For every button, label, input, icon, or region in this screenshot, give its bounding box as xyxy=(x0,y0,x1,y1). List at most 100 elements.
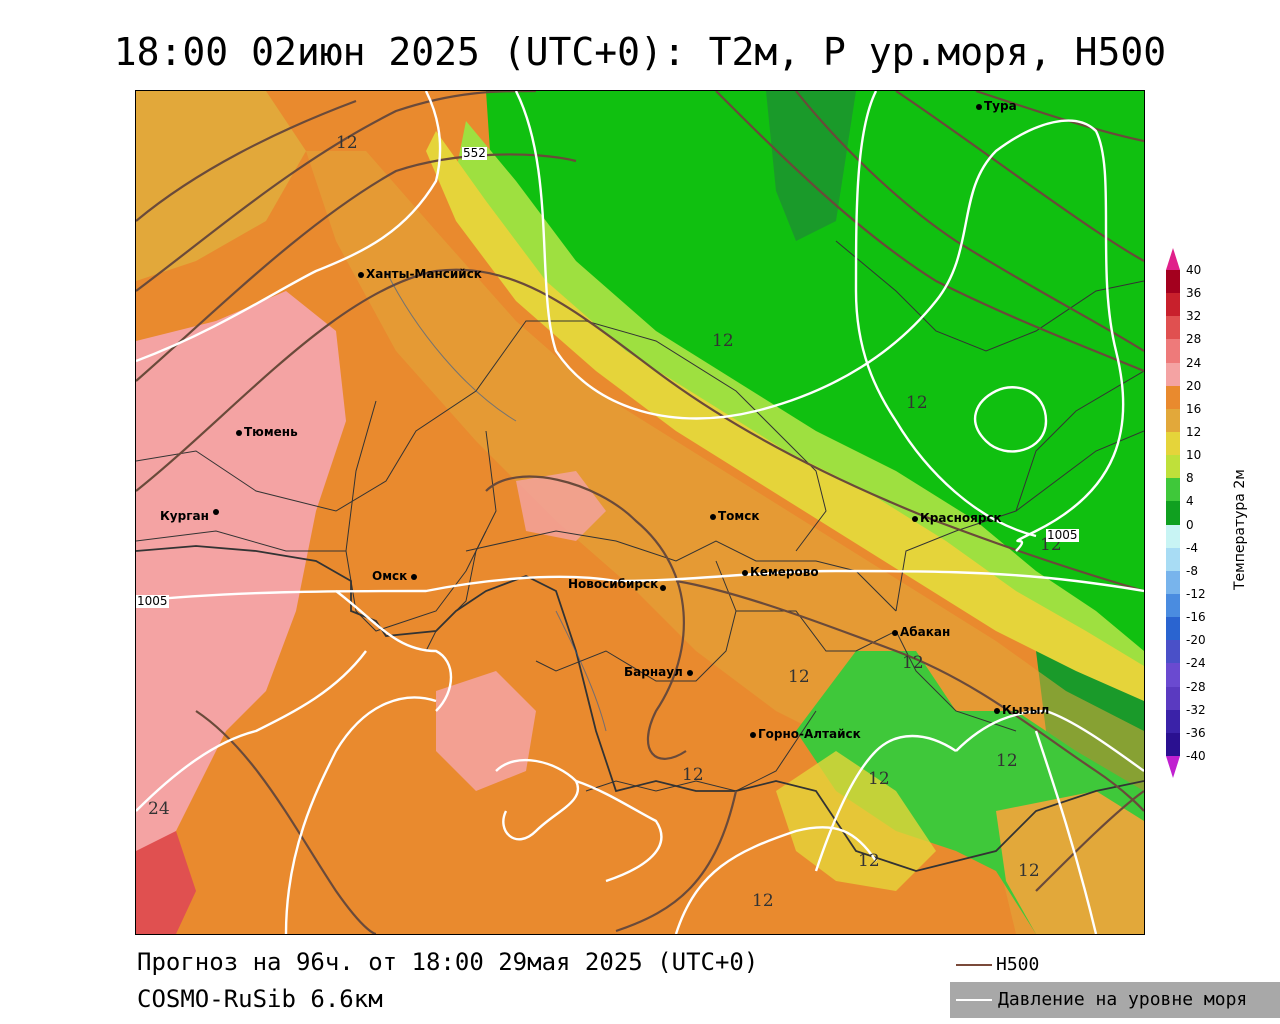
city-label: Тура xyxy=(984,99,1017,113)
isotherm-label: 12 xyxy=(868,769,890,789)
city-tyumen: Тюмень xyxy=(236,425,298,439)
temp-zone-lightgreen xyxy=(456,121,1144,691)
city-marker-icon xyxy=(686,669,693,676)
colorbar-tick-label: -40 xyxy=(1186,749,1206,763)
colorbar-tick-label: -32 xyxy=(1186,702,1206,717)
colorbar-tick-label: 20 xyxy=(1186,378,1202,393)
city-label: Кызыл xyxy=(1002,703,1050,717)
colorbar-segment xyxy=(1166,663,1180,688)
colorbar-segment xyxy=(1166,316,1180,340)
colorbar-segment xyxy=(1166,270,1180,294)
colorbar-segment xyxy=(1166,570,1180,595)
colorbar-segment xyxy=(1166,455,1180,479)
isotherm-label: 12 xyxy=(996,751,1018,771)
city-marker-icon xyxy=(750,731,756,738)
pressure-isobars xyxy=(136,91,1144,934)
colorbar-segment xyxy=(1166,617,1180,641)
colorbar-tick-label: 36 xyxy=(1186,286,1202,301)
temp-zone-red-sw xyxy=(136,831,196,934)
city-marker-icon xyxy=(710,513,716,520)
legend-h500-label: H500 xyxy=(996,954,1040,975)
city-label: Ханты-Мансийск xyxy=(366,267,482,281)
isotherm-label: 12 xyxy=(752,891,774,911)
rivers xyxy=(385,270,607,732)
h500-contour-label: 552 xyxy=(462,146,487,160)
city-label: Кемерово xyxy=(750,565,819,579)
city-novosibirsk: Новосибирск xyxy=(568,577,668,591)
city-marker-icon xyxy=(236,429,242,436)
city-kurgan: Курган xyxy=(160,509,221,523)
colorbar-tick-label: 8 xyxy=(1186,471,1194,486)
city-tomsk: Томск xyxy=(710,509,760,523)
temperature-colorbar: 40 36 32 28 24 20 16 12 10 8 4 0 -4 -8 -12 -16 -20 -24 -28… xyxy=(1166,248,1206,778)
colorbar-tick-label: 24 xyxy=(1186,355,1202,370)
temp-zone-yellow xyxy=(426,131,1144,701)
colorbar-tick-label: 40 xyxy=(1186,263,1202,277)
city-label: Томск xyxy=(718,509,760,523)
colorbar-segment xyxy=(1166,478,1180,502)
colorbar-tick-label: 28 xyxy=(1186,332,1202,347)
weather-map[interactable]: Тура Ханты-Мансийск Тюмень Курган Омск Т… xyxy=(135,90,1145,935)
forecast-info: Прогноз на 96ч. от 18:00 29мая 2025 (UTC… xyxy=(137,948,759,976)
isotherm-label: 12 xyxy=(906,393,928,413)
pressure-contour-label: 1005 xyxy=(1046,528,1079,542)
legend-h500: H500 xyxy=(956,954,1039,975)
city-marker-icon xyxy=(358,271,364,278)
city-khanty-mansiysk: Ханты-Мансийск xyxy=(358,267,482,281)
colorbar-tick-label: 32 xyxy=(1186,309,1202,324)
isotherm-label: 12 xyxy=(336,133,358,153)
legend-pressure: Давление на уровне моря xyxy=(950,982,1280,1018)
city-marker-icon xyxy=(742,569,748,576)
colorbar-segment xyxy=(1166,362,1180,387)
colorbar-segment xyxy=(1166,686,1180,711)
colorbar-segment xyxy=(1166,501,1180,526)
isotherm-label: 12 xyxy=(788,667,810,687)
colorbar-tick-label: 16 xyxy=(1186,401,1202,416)
colorbar-segment xyxy=(1166,408,1180,433)
city-label: Омск xyxy=(372,569,408,583)
city-abakan: Абакан xyxy=(892,625,950,639)
isotherm-label: 12 xyxy=(1018,861,1040,881)
city-kyzyl: Кызыл xyxy=(994,703,1049,717)
isotherm-label: 12 xyxy=(858,851,880,871)
isotherm-label: 12 xyxy=(902,653,924,673)
colorbar-segment xyxy=(1166,709,1180,734)
country-borders xyxy=(136,545,1144,872)
city-omsk: Омск xyxy=(372,569,419,583)
colorbar-bottom-tip xyxy=(1166,756,1180,778)
h500-isolines xyxy=(136,91,1144,934)
colorbar-tick-label: 10 xyxy=(1186,448,1202,463)
model-name: COSMO-RuSib 6.6км xyxy=(137,985,383,1013)
temp-zone-lightorange-nw xyxy=(136,91,306,281)
colorbar-segment xyxy=(1166,293,1180,317)
colorbar-tick-label: -20 xyxy=(1186,633,1206,648)
colorbar-tick-label: 4 xyxy=(1186,494,1194,509)
city-tura: Тура xyxy=(976,99,1017,113)
colorbar-tick-label: -8 xyxy=(1186,563,1198,578)
city-krasnoyarsk: Красноярск xyxy=(912,511,1002,525)
colorbar-segment xyxy=(1166,594,1180,618)
temp-zone-mountain-orange xyxy=(996,791,1144,934)
colorbar-segment xyxy=(1166,640,1180,664)
colorbar-tick-label: -36 xyxy=(1186,725,1206,740)
colorbar-top-tip xyxy=(1166,248,1180,270)
isotherm-label: 12 xyxy=(712,331,734,351)
colorbar-segment xyxy=(1166,732,1180,757)
colorbar-tick-label: -4 xyxy=(1186,540,1198,555)
city-marker-icon xyxy=(660,585,667,591)
city-gorno-altaysk: Горно-Алтайск xyxy=(750,727,861,741)
colorbar-tick-label: -16 xyxy=(1186,610,1206,625)
city-kemerovo: Кемерово xyxy=(742,565,819,579)
pressure-contour-label: 1005 xyxy=(136,594,169,608)
map-title: 18:00 02июн 2025 (UTC+0): T2м, P ур.моря… xyxy=(113,30,1167,74)
city-marker-icon xyxy=(892,629,898,636)
colorbar-segment xyxy=(1166,524,1180,549)
colorbar-title: Температура 2м xyxy=(1232,469,1248,590)
colorbar-segment xyxy=(1166,339,1180,364)
colorbar-tick-label: 0 xyxy=(1186,517,1194,532)
city-label: Красноярск xyxy=(920,511,1002,525)
city-marker-icon xyxy=(976,103,982,110)
city-label: Тюмень xyxy=(244,425,298,439)
city-label: Новосибирск xyxy=(568,577,659,591)
colorbar-tick-label: -12 xyxy=(1186,587,1206,601)
